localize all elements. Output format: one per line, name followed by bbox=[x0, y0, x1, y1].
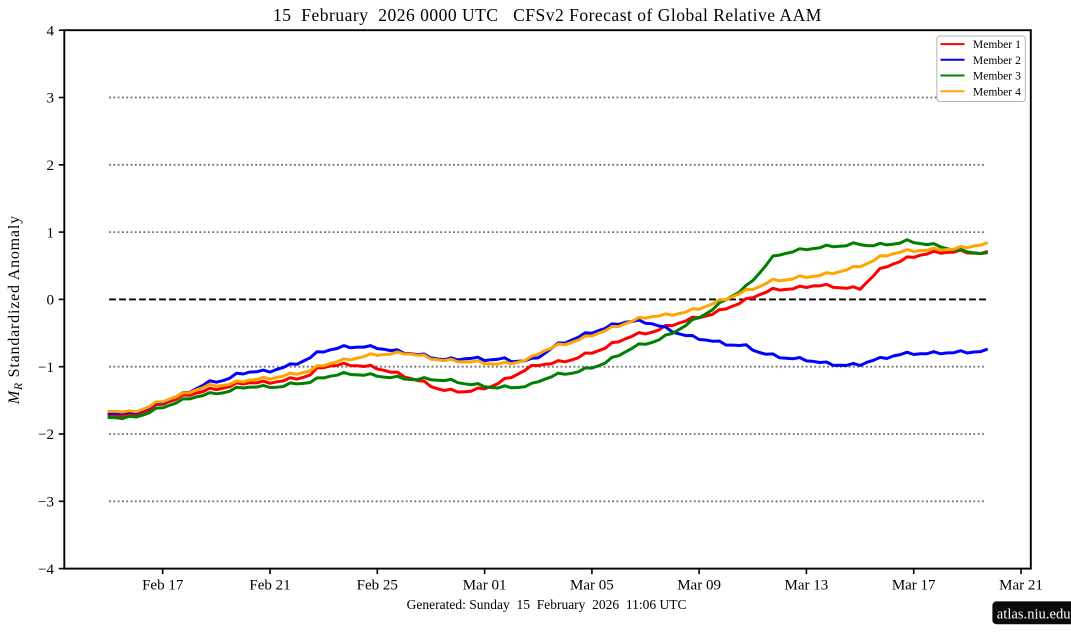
svg-text:3: 3 bbox=[47, 91, 55, 107]
svg-text:Mar 17: Mar 17 bbox=[892, 578, 936, 594]
svg-text:Feb 17: Feb 17 bbox=[142, 578, 184, 594]
svg-text:1: 1 bbox=[47, 225, 55, 241]
svg-text:atlas.niu.edu: atlas.niu.edu bbox=[997, 606, 1071, 622]
svg-text:15 February 2026 0000 UTC: 15 February 2026 0000 UTC CFSv2 Forecast… bbox=[273, 5, 822, 25]
svg-text:0: 0 bbox=[47, 293, 55, 309]
svg-text:Member 2: Member 2 bbox=[973, 54, 1021, 67]
svg-text:4: 4 bbox=[47, 23, 55, 39]
svg-text:−3: −3 bbox=[38, 495, 54, 511]
svg-text:Feb 25: Feb 25 bbox=[357, 578, 398, 594]
svg-text:Mar 05: Mar 05 bbox=[570, 578, 614, 594]
svg-text:Mar 09: Mar 09 bbox=[677, 578, 721, 594]
svg-text:Member 1: Member 1 bbox=[973, 38, 1021, 51]
svg-text:−1: −1 bbox=[38, 360, 54, 376]
svg-text:−2: −2 bbox=[38, 427, 54, 443]
svg-text:Feb 21: Feb 21 bbox=[249, 578, 290, 594]
svg-text:Member 3: Member 3 bbox=[973, 70, 1021, 83]
svg-text:Mar 13: Mar 13 bbox=[785, 578, 829, 594]
svg-text:Mar 01: Mar 01 bbox=[463, 578, 507, 594]
svg-text:Generated: Sunday 15 Februar: Generated: Sunday 15 February 2026 11:06… bbox=[407, 597, 687, 612]
svg-text:2: 2 bbox=[47, 158, 55, 174]
svg-text:Member 4: Member 4 bbox=[973, 85, 1021, 98]
svg-text:MR Standardized Anomaly: MR Standardized Anomaly bbox=[6, 215, 25, 405]
svg-text:Mar 21: Mar 21 bbox=[999, 578, 1043, 594]
svg-text:−4: −4 bbox=[38, 562, 54, 578]
